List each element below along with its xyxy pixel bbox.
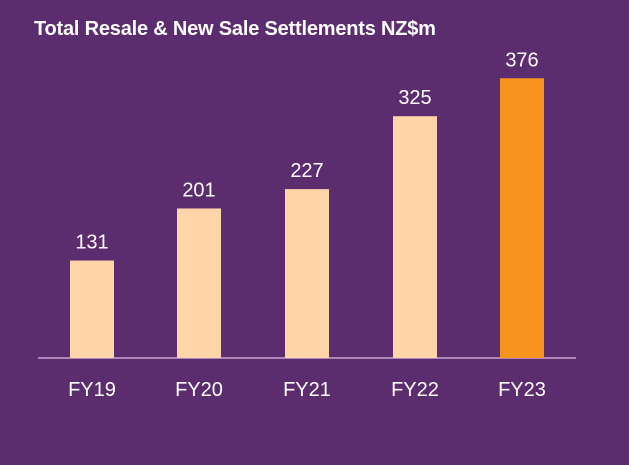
bar-fy23	[500, 78, 544, 359]
data-label-fy19: 131	[75, 232, 108, 254]
data-label-fy22: 325	[398, 87, 431, 109]
bar-fy21	[285, 189, 329, 358]
x-tick-label-fy21: FY21	[283, 379, 331, 401]
bar-fy19	[70, 260, 114, 358]
bar-fy22	[393, 116, 437, 358]
x-tick-label-fy19: FY19	[68, 379, 116, 401]
data-label-fy20: 201	[182, 179, 215, 201]
x-tick-label-fy23: FY23	[498, 379, 546, 401]
data-label-fy23: 376	[505, 49, 538, 71]
x-tick-label-fy20: FY20	[175, 379, 223, 401]
chart-title: Total Resale & New Sale Settlements NZ$m	[34, 18, 436, 40]
data-label-fy21: 227	[290, 160, 323, 182]
bar-fy20	[177, 208, 221, 358]
x-tick-label-fy22: FY22	[391, 379, 439, 401]
